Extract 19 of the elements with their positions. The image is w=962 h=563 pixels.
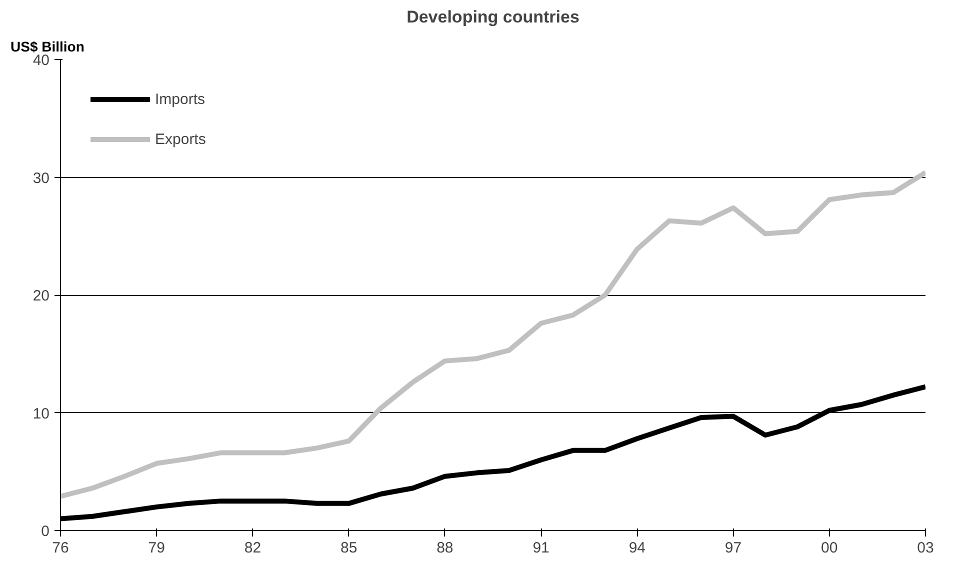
y-tick-label: 30 — [32, 170, 50, 187]
legend-label: Exports — [155, 130, 206, 148]
y-tick-label: 20 — [32, 288, 50, 304]
x-tick-label: 00 — [821, 540, 838, 556]
legend-label: Imports — [155, 90, 206, 108]
x-tick-label: 91 — [532, 540, 550, 556]
x-tick-label: 03 — [917, 540, 934, 556]
x-tick-label: 94 — [628, 540, 646, 556]
x-tick-label: 85 — [340, 540, 358, 556]
x-tick-label: 76 — [52, 540, 69, 556]
chart-title: Developing countries — [406, 8, 580, 26]
y-tick-label: 40 — [32, 52, 50, 69]
x-tick-label: 79 — [148, 540, 165, 556]
x-tick-label: 97 — [724, 540, 742, 556]
y-tick-label: 0 — [41, 523, 50, 540]
x-tick-label: 88 — [436, 540, 454, 556]
y-tick-label: 10 — [32, 405, 50, 422]
y-axis-title: US$ Billion — [10, 38, 84, 54]
x-tick-label: 82 — [244, 540, 262, 556]
